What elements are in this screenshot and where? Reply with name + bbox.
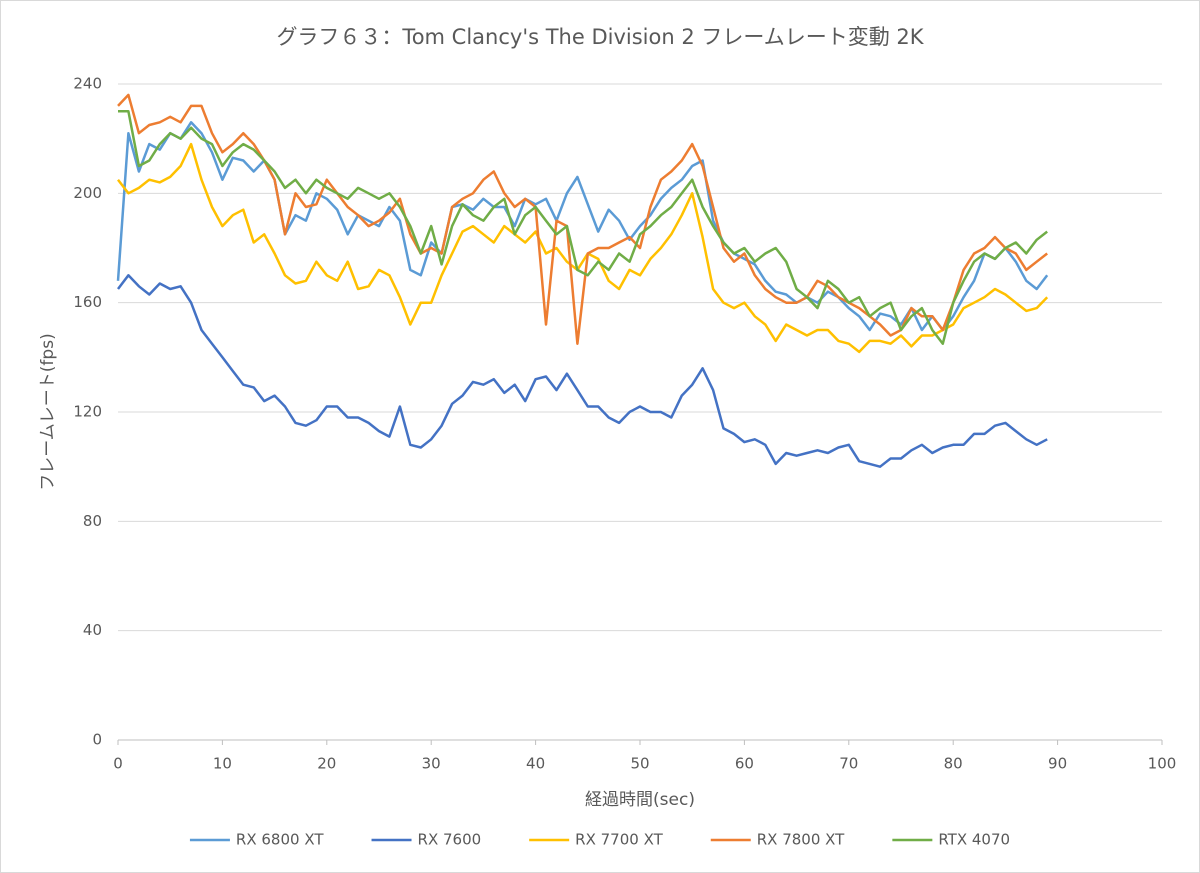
x-tick-label: 70 xyxy=(839,755,858,773)
x-axis-title: 経過時間(sec) xyxy=(585,790,695,810)
legend-label: RX 6800 XT xyxy=(236,831,324,849)
x-tick-label: 0 xyxy=(113,755,123,773)
series-line xyxy=(117,142,1049,354)
x-tick-label: 40 xyxy=(526,755,545,773)
legend-label: RTX 4070 xyxy=(938,831,1010,849)
legend-label: RX 7800 XT xyxy=(757,831,845,849)
y-tick-label: 0 xyxy=(92,731,102,749)
x-tick-label: 90 xyxy=(1048,755,1067,773)
series-line xyxy=(118,110,1048,345)
legend-label: RX 7700 XT xyxy=(575,831,663,849)
y-tick-label: 160 xyxy=(73,293,102,311)
y-tick-label: 120 xyxy=(73,403,102,421)
series-line xyxy=(117,93,1048,345)
x-tick-label: 100 xyxy=(1148,755,1177,773)
x-tick-label: 30 xyxy=(422,755,441,773)
series-line xyxy=(117,274,1048,468)
x-tick-label: 50 xyxy=(630,755,649,773)
x-tick-label: 60 xyxy=(735,755,754,773)
chart-title: グラフ６３：Tom Clancy's The Division 2 フレームレー… xyxy=(276,25,924,49)
legend-label: RX 7600 xyxy=(418,831,482,849)
y-tick-label: 200 xyxy=(73,184,102,202)
x-tick-label: 80 xyxy=(944,755,963,773)
x-tick-label: 20 xyxy=(317,755,336,773)
y-tick-label: 40 xyxy=(83,621,102,639)
y-tick-label: 80 xyxy=(83,512,102,530)
x-tick-label: 10 xyxy=(213,755,232,773)
y-tick-label: 240 xyxy=(73,75,102,93)
y-axis-title: フレームレート(fps) xyxy=(38,333,58,490)
